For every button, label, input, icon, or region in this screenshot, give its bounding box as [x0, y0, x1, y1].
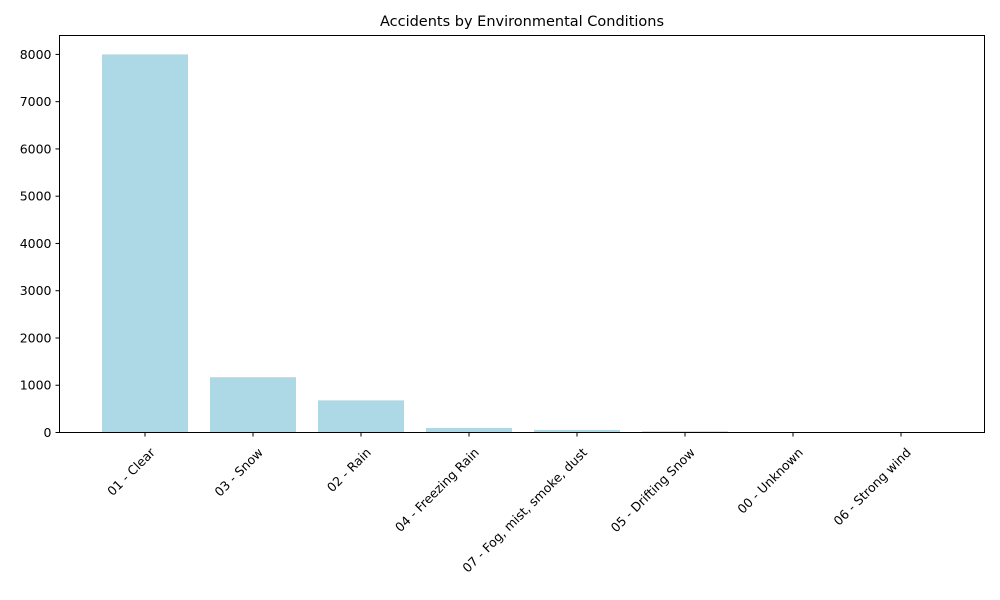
x-tick-label-7: 06 - Strong wind: [830, 445, 914, 529]
x-tick-label-4: 07 - Fog, mist, smoke, dust: [459, 445, 590, 576]
y-tick-label-1: 1000: [20, 378, 52, 393]
bar-1: [210, 377, 296, 433]
y-axis: 0 1000 2000 3000 4000 5000 6000 7000 8000: [20, 47, 60, 440]
y-tick-label-0: 0: [44, 425, 52, 440]
y-tick-label-3: 3000: [20, 283, 52, 298]
bar-2: [318, 400, 404, 433]
bar-3: [426, 428, 512, 433]
y-tick-label-4: 4000: [20, 236, 52, 251]
bar-5: [642, 431, 728, 433]
x-tick-label-2: 02 - Rain: [324, 445, 374, 495]
plot-frame: [59, 35, 985, 433]
x-axis: 01 - Clear 03 - Snow 02 - Rain 04 - Freezin…: [104, 432, 914, 576]
y-tick-label-2: 2000: [20, 330, 52, 345]
y-tick-label-8: 8000: [20, 47, 52, 62]
y-tick-label-5: 5000: [20, 189, 52, 204]
x-tick-label-1: 03 - Snow: [211, 445, 266, 500]
bar-0: [102, 54, 188, 433]
x-tick-label-6: 00 - Unknown: [734, 445, 806, 517]
chart-title: Accidents by Environmental Conditions: [380, 14, 664, 30]
x-tick-label-3: 04 - Freezing Rain: [392, 445, 482, 535]
bars-group: [102, 54, 944, 433]
bar-4: [534, 429, 620, 433]
x-tick-label-0: 01 - Clear: [104, 444, 158, 498]
y-tick-label-7: 7000: [20, 94, 52, 109]
y-tick-label-6: 6000: [20, 141, 52, 156]
x-tick-label-5: 05 - Drifting Snow: [608, 445, 698, 535]
